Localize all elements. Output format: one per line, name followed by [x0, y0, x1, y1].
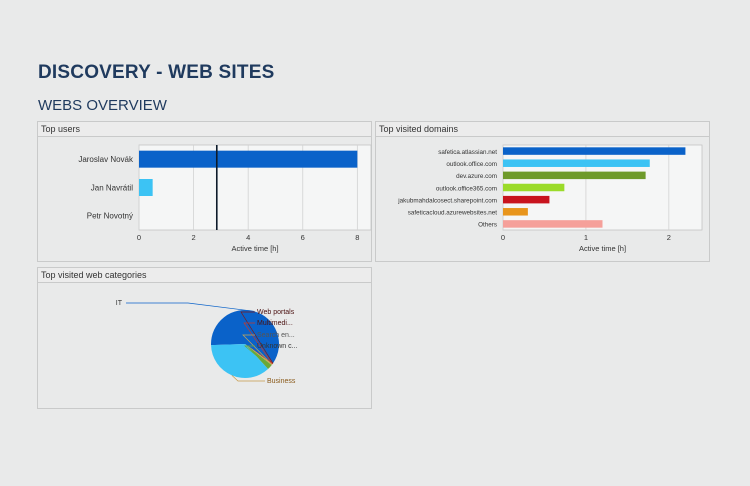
category-label: safeticacloud.azurewebsites.net	[408, 210, 498, 217]
data-bar	[503, 159, 650, 167]
top-users-panel: Top users 0 2 4 6 8 Jaroslav Novák Jan Navráti…	[37, 121, 372, 262]
category-label: safetica.atlassian.net	[438, 149, 497, 156]
pie-label: Web portals	[257, 309, 295, 316]
pie-leader-line	[243, 322, 273, 365]
category-label: Jaroslav Novák	[78, 155, 134, 164]
page-subtitle: WEBS OVERVIEW	[38, 97, 167, 114]
pie-leader-line	[240, 311, 274, 364]
pie-leader-line	[242, 334, 273, 365]
top-categories-panel: Top visited web categories IT Web portals…	[37, 267, 372, 409]
pie-label: IT	[116, 300, 123, 307]
x-tick-label: 8	[355, 233, 359, 242]
x-tick-label: 0	[137, 233, 141, 242]
page-title: DISCOVERY - WEB SITES	[38, 62, 275, 83]
x-tick-label: 2	[192, 233, 196, 242]
pie-slice	[245, 344, 273, 365]
category-label: jakubmahdalcosect.sharepoint.com	[397, 197, 497, 204]
data-bar	[503, 208, 528, 216]
data-bar	[139, 179, 153, 196]
top-categories-chart: IT Web portals Multimedi... Search en... Unk…	[116, 300, 298, 385]
x-tick-label: 2	[667, 233, 671, 242]
x-tick-label: 6	[301, 233, 305, 242]
pie-label: Unknown c...	[257, 343, 298, 350]
top-domains-panel: Top visited domains 0 1 2 safetica.atlassia…	[375, 121, 710, 262]
data-bar	[139, 150, 358, 168]
x-tick-label: 0	[501, 233, 505, 242]
data-bar	[503, 183, 565, 192]
pie-slice	[245, 344, 273, 366]
pie-label: Search en...	[257, 332, 295, 339]
top-users-chart: 0 2 4 6 8 Jaroslav Novák Jan Navrátil Petr Novo…	[78, 144, 372, 253]
category-label: Petr Novotný	[87, 212, 133, 221]
category-label: outlook.office.com	[446, 161, 497, 168]
pie-leader-line	[126, 302, 255, 312]
pie-label: Business	[267, 378, 296, 385]
x-tick-label: 1	[584, 233, 588, 242]
top-users-header: Top users	[38, 122, 371, 137]
x-axis-label: Active time [h]	[231, 244, 278, 253]
x-tick-label: 4	[246, 233, 250, 242]
pie-label: Multimedi...	[257, 320, 293, 327]
data-bar	[503, 220, 603, 228]
data-bar	[503, 147, 686, 155]
category-label: outlook.office365.com	[436, 185, 497, 192]
pie-slice	[211, 344, 269, 378]
pie-leader-line	[244, 345, 271, 368]
top-domains-chart: 0 1 2 safetica.atlassian.net outlook.office.…	[397, 144, 703, 253]
category-label: Others	[478, 222, 497, 229]
x-axis-label: Active time [h]	[579, 244, 626, 253]
category-label: dev.azure.com	[456, 173, 497, 180]
pie-slice	[210, 310, 279, 364]
top-categories-header: Top visited web categories	[38, 268, 371, 283]
top-domains-header: Top visited domains	[376, 122, 709, 137]
data-bar	[503, 171, 646, 180]
pie-leader-line	[231, 375, 265, 382]
data-bar	[503, 195, 550, 204]
category-label: Jan Navrátil	[91, 183, 133, 192]
